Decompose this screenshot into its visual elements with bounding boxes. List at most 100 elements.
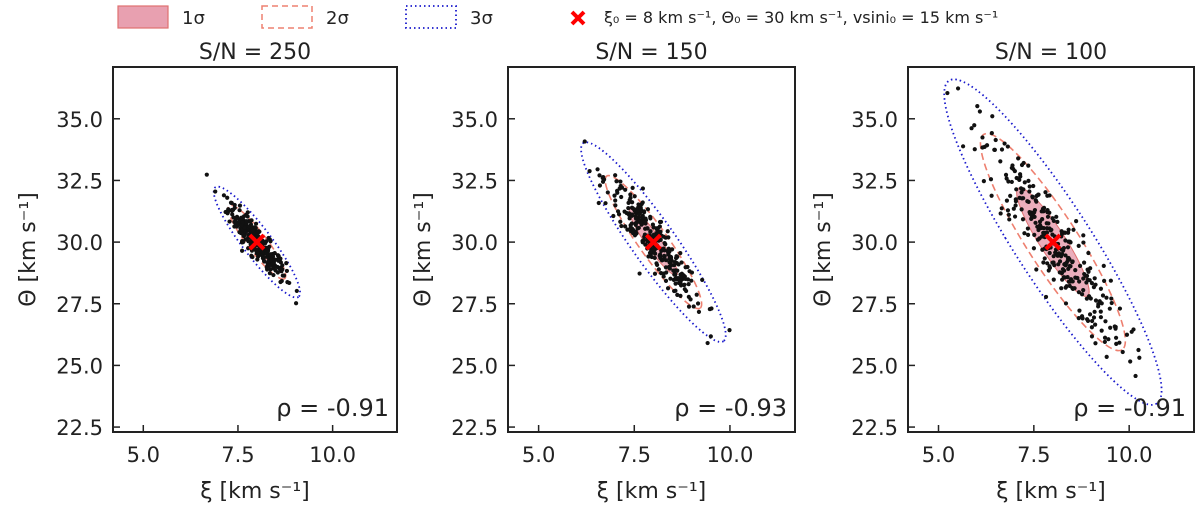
scatter-point [1104,354,1109,360]
scatter-point [1131,327,1136,332]
scatter-point [1057,259,1063,264]
scatter-point [1019,190,1024,195]
scatter-point [1060,267,1066,272]
y-tick-label: 25.0 [451,354,498,378]
scatter-point [618,183,623,189]
scatter-point [988,177,994,182]
scatter-point [1071,227,1076,232]
scatter-point [234,222,239,227]
scatter-point [678,283,684,288]
panel-sn-250: 5.0 7.5 10.0 22.5 25.0 27.5 30.0 32.5 35.0 S/N = … [16,40,398,504]
scatter-point [992,147,997,152]
scatter-point [1032,232,1037,237]
scatter-point [1081,276,1086,281]
scatter-point [990,114,995,119]
scatter-point [1100,293,1106,298]
legend-2sigma-label: 2σ [326,8,349,29]
scatter-point [1104,295,1109,300]
scatter-point [1061,245,1067,251]
scatter-point [679,260,684,265]
scatter-point [1109,300,1114,306]
scatter-point [667,256,672,261]
scatter-point [1133,373,1138,379]
scatter-point [654,261,659,266]
scatter-point [655,226,661,231]
scatter-point [641,209,647,214]
legend-reference-marker [570,10,586,26]
y-axis-label: Θ [km s⁻¹] [811,192,836,307]
scatter-point [652,255,657,261]
scatter-point [613,203,618,208]
x-tick-label: 7.5 [618,443,651,467]
scatter-point [1017,177,1022,183]
scatter-point [675,292,680,297]
scatter-point [603,201,608,206]
scatter-point [248,219,253,224]
scatter-point [267,271,272,276]
x-tick-label: 5.0 [127,443,160,467]
scatter-point [683,276,688,282]
scatter-point [1055,219,1060,224]
scatter-point [269,258,274,263]
scatter-point [648,214,653,219]
scatter-point [1077,308,1082,313]
scatter-point [689,278,694,283]
scatter-point [668,276,673,281]
scatter-point [672,260,678,265]
legend-1sigma-label: 1σ [182,8,205,29]
scatter-point [1027,189,1032,194]
scatter-point [663,235,668,240]
scatter-point [999,147,1005,152]
y-tick-label: 27.5 [451,293,498,317]
scatter-point [1073,268,1078,273]
scatter-point [1030,194,1035,199]
scatter-point [230,212,235,217]
scatter-point [658,255,663,261]
panel-title: S/N = 100 [995,40,1107,65]
x-tick-label: 10.0 [309,443,356,467]
scatter-point [618,219,623,224]
scatter-point [684,288,689,294]
scatter-point [1014,187,1019,192]
scatter-point [1038,225,1044,231]
scatter-point [708,334,713,339]
scatter-point [993,137,998,143]
scatter-point [1090,318,1095,324]
x-tick-label: 7.5 [1017,443,1050,467]
scatter-point [700,277,705,283]
scatter-point [1046,221,1051,226]
y-tick-label: 22.5 [451,416,498,440]
scatter-point [1091,285,1097,290]
scatter-point [1063,301,1069,306]
scatter-point [1066,279,1071,284]
scatter-point [1097,299,1102,304]
scatter-point [284,261,289,266]
scatter-point [1004,198,1010,203]
scatter-point [1047,193,1052,198]
scatter-point [1085,277,1090,282]
scatter-point [998,159,1003,164]
scatter-point [265,247,271,253]
scatter-point [984,143,990,148]
y-tick-label: 25.0 [56,354,103,378]
scatter-point [1013,199,1019,204]
scatter-points [945,86,1142,379]
scatter-point [633,216,639,221]
scatter-point [619,194,624,200]
scatter-point [678,293,683,298]
scatter-point [639,222,645,227]
legend-3sigma-label: 3σ [470,8,493,29]
scatter-point [280,273,285,278]
scatter-point [1005,208,1011,213]
scatter-point [1067,263,1072,269]
scatter-point [250,228,256,233]
scatter-point [613,198,618,203]
scatter-point [705,340,710,346]
scatter-point [1086,250,1091,256]
scatter-point [972,123,977,128]
x-axis-label: ξ [km s⁻¹] [597,479,706,504]
scatter-point [229,200,234,206]
scatter-point [1043,190,1048,195]
scatter-point [1021,196,1026,201]
scatter-point [1006,212,1011,217]
